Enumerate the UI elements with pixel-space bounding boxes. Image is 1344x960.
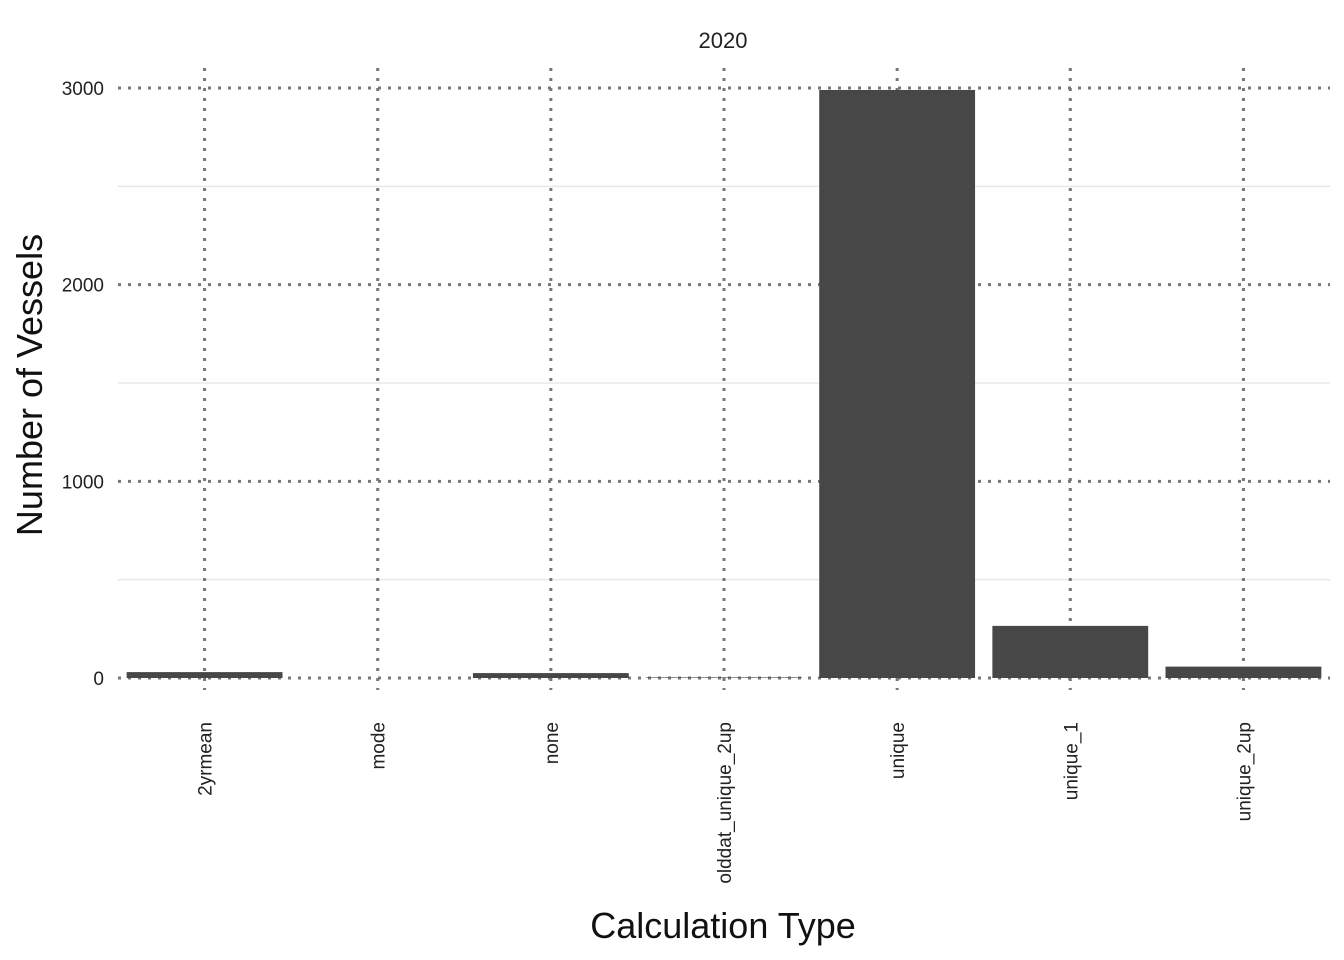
y-tick-label: 0 (93, 669, 104, 690)
major-gridlines (118, 68, 1330, 690)
bar-olddat_unique_2up (646, 677, 802, 678)
x-tick-label: unique_1 (1061, 722, 1082, 800)
bar-none (472, 673, 629, 678)
y-axis-title: Number of Vessels (9, 234, 50, 536)
y-tick-label: 2000 (62, 276, 104, 297)
x-tick-label: none (542, 722, 563, 764)
facet-title: 2020 (699, 28, 748, 53)
bar-2yrmean (126, 672, 283, 678)
y-axis-tick-labels: 0 1000 2000 3000 (62, 79, 104, 690)
x-tick-label: mode (369, 722, 390, 770)
x-axis-title: Calculation Type (590, 905, 856, 946)
x-tick-label: 2yrmean (196, 722, 217, 796)
bar-series (126, 89, 1322, 678)
x-axis-tick-labels: 2yrmean mode none olddat_unique_2up unique un… (196, 722, 1256, 884)
x-tick-label: unique_2up (1234, 722, 1255, 821)
bar-unique_2up (1165, 666, 1322, 678)
y-tick-label: 3000 (62, 79, 104, 100)
x-tick-label: olddat_unique_2up (715, 722, 736, 884)
bar-unique_1 (992, 625, 1149, 678)
bar-unique (819, 89, 976, 678)
y-tick-label: 1000 (62, 472, 104, 493)
x-tick-label: unique (888, 722, 909, 779)
